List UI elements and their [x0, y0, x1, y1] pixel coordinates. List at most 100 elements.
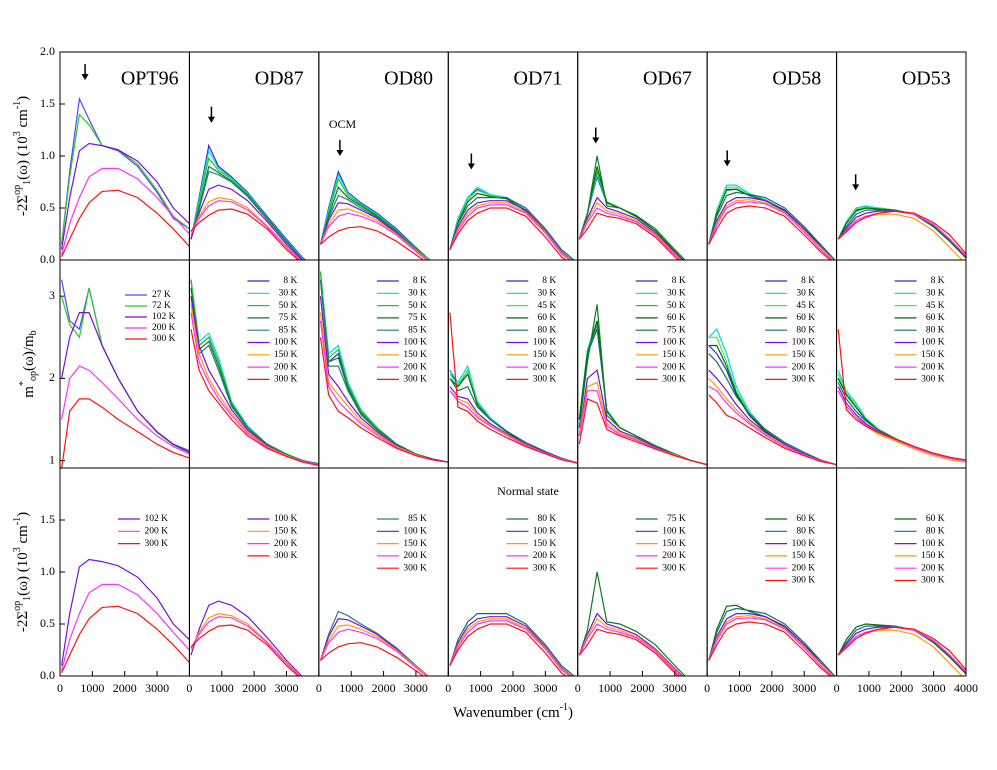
curve — [837, 625, 966, 674]
curve — [708, 386, 837, 466]
legend-label: 8 K — [931, 276, 945, 286]
legend-label: 75 K — [279, 313, 298, 323]
y-tick-label: 1.0 — [40, 564, 55, 578]
curve — [190, 296, 319, 465]
x-tick-label: 0 — [445, 681, 451, 695]
legend-label: 300 K — [403, 563, 427, 573]
legend-label: 300 K — [274, 551, 298, 561]
x-tick-label: 3000 — [922, 681, 946, 695]
legend-label: 75 K — [408, 313, 427, 323]
legend-label: 150 K — [403, 350, 427, 360]
x-tick-label: 0 — [186, 681, 192, 695]
curve — [190, 143, 307, 260]
legend-label: 45 K — [926, 301, 945, 311]
legend-label: 100 K — [403, 526, 427, 536]
curve — [190, 600, 303, 676]
legend-label: 150 K — [921, 551, 945, 561]
curve — [578, 155, 686, 260]
curve — [837, 209, 966, 258]
curve — [190, 196, 302, 260]
x-tick-label: 3000 — [145, 681, 169, 695]
legend-label: 85 K — [408, 514, 427, 524]
label-part: -1 — [12, 517, 23, 525]
curve — [708, 201, 833, 260]
curve — [578, 369, 708, 466]
x-tick-label: 1000 — [469, 681, 493, 695]
legend-label: 80 K — [926, 325, 945, 335]
label-part: cm — [15, 109, 31, 131]
legend-label: 60 K — [796, 514, 815, 524]
legend-label: 200 K — [274, 539, 298, 549]
curve — [837, 626, 966, 671]
curve — [61, 583, 190, 671]
panel-title: OD87 — [255, 68, 304, 90]
legend-label: 150 K — [533, 539, 557, 549]
curve — [578, 612, 684, 676]
panel-frame — [577, 259, 708, 469]
x-tick-label: 3000 — [404, 681, 428, 695]
label-part: * — [18, 381, 29, 386]
legend-label: 300 K — [921, 375, 945, 385]
panel-frame — [188, 467, 320, 677]
curve — [61, 113, 190, 245]
legend-label: 200 K — [662, 362, 686, 372]
curve — [319, 610, 430, 676]
legend-label: 200 K — [403, 551, 427, 561]
curve — [578, 571, 686, 676]
curve — [449, 623, 567, 676]
legend-label: 60 K — [926, 514, 945, 524]
curve — [837, 390, 966, 463]
curve — [61, 142, 190, 250]
y-tick-label: 2 — [49, 370, 55, 384]
panel-frame — [447, 467, 579, 677]
legend-label: 30 K — [538, 288, 557, 298]
curve — [708, 607, 836, 676]
curve — [708, 184, 836, 260]
legend-label: 8 K — [672, 276, 686, 286]
x-tick-label: 0 — [316, 681, 322, 695]
y-tick-label: 0.5 — [40, 200, 55, 214]
curve — [708, 186, 836, 260]
label-part: -1 — [560, 702, 568, 713]
axis-label: m*op(ω)/mb — [18, 330, 39, 397]
axis-label: Wavenumber (cm-1) — [453, 702, 573, 721]
legend-label: 80 K — [538, 514, 557, 524]
curve — [708, 369, 837, 466]
legend-label: 100 K — [921, 539, 945, 549]
curve — [190, 612, 302, 676]
legend-label: 300 K — [921, 576, 945, 586]
curve — [449, 390, 578, 464]
annotation: OCM — [329, 117, 357, 131]
curve — [708, 613, 835, 676]
curve — [190, 616, 301, 676]
legend-label: 75 K — [667, 325, 686, 335]
legend-label: 150 K — [274, 526, 298, 536]
label-part: -2Σ — [15, 611, 31, 632]
annotation: Normal state — [497, 484, 559, 498]
x-tick-label: 2000 — [242, 681, 266, 695]
legend-label: 100 K — [533, 338, 557, 348]
legend-label: 80 K — [796, 325, 815, 335]
label-part: op — [12, 601, 23, 611]
curve — [708, 188, 836, 260]
legend-label: 300 K — [145, 539, 169, 549]
axis-label: -2Σop1(ω) (103 cm-1) — [12, 96, 33, 216]
legend-label: 8 K — [801, 276, 815, 286]
x-tick-label: 2000 — [113, 681, 137, 695]
curve — [837, 626, 966, 674]
legend-label: 150 K — [921, 350, 945, 360]
legend-label: 150 K — [403, 539, 427, 549]
curve — [449, 373, 578, 464]
legend-label: 200 K — [145, 526, 169, 536]
curve — [190, 624, 299, 676]
label-part: -2Σ — [15, 195, 31, 216]
curve — [449, 204, 571, 260]
legend-label: 100 K — [662, 526, 686, 536]
x-tick-label: 4000 — [954, 681, 978, 695]
panel-frame — [318, 467, 449, 677]
label-part: cm — [15, 525, 31, 547]
x-tick-label: 3000 — [533, 681, 557, 695]
legend-label: 300 K — [792, 576, 816, 586]
x-tick-label: 1000 — [857, 681, 881, 695]
